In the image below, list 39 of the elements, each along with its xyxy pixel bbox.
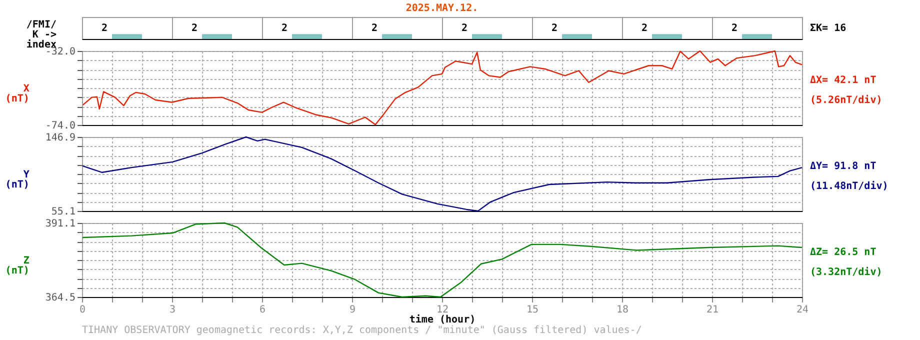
y-tick-label: -32.0 bbox=[45, 46, 76, 58]
x-tick-label: 21 bbox=[706, 304, 719, 316]
x-tick-label: 6 bbox=[259, 304, 266, 316]
text: TIHANY OBSERVATORY geomagnetic records: X,Y,Z components / "minute" (Gauss filtered) values-/ bbox=[82, 325, 642, 336]
x-tick-label: 18 bbox=[616, 304, 629, 316]
data-label: 2 bbox=[641, 23, 648, 34]
x-tick-label: 9 bbox=[349, 304, 356, 316]
y-tick-label: 55.1 bbox=[51, 206, 76, 218]
y-tick-label: 364.5 bbox=[45, 292, 76, 304]
y-tick-label: 391.1 bbox=[45, 218, 76, 230]
text: (11.48nT/div) bbox=[810, 180, 888, 192]
y-axis-title: X (nT) bbox=[5, 84, 30, 104]
line-series bbox=[82, 50, 803, 126]
x-axis-title: time (hour) bbox=[409, 314, 476, 326]
data-label: 2 bbox=[551, 23, 558, 34]
y-tick-label: 146.9 bbox=[45, 132, 76, 144]
text: (5.26nT/div) bbox=[810, 94, 882, 106]
y-axis-title: Z (nT) bbox=[5, 256, 30, 276]
data-label: 2 bbox=[191, 23, 198, 34]
text: ΣK= 16 bbox=[810, 23, 846, 34]
x-tick-label: 3 bbox=[169, 304, 176, 316]
line-series bbox=[82, 222, 803, 298]
data-label: 2 bbox=[281, 23, 288, 34]
data-label: 2 bbox=[101, 23, 108, 34]
data-label: 2 bbox=[371, 23, 378, 34]
x-tick-label: 24 bbox=[796, 304, 809, 316]
text: ΔY= 91.8 nT bbox=[810, 161, 876, 172]
line-series bbox=[82, 136, 803, 212]
y-axis-title: Y (nT) bbox=[5, 170, 30, 190]
text: ΔZ= 26.5 nT bbox=[810, 247, 876, 258]
text: (3.32nT/div) bbox=[810, 266, 882, 278]
data-label: 2 bbox=[461, 23, 468, 34]
x-tick-label: 0 bbox=[79, 304, 86, 316]
chart-title: 2025.MAY.12. bbox=[406, 3, 478, 14]
x-tick-label: 12 bbox=[436, 304, 449, 316]
y-tick-label: -74.0 bbox=[45, 120, 76, 132]
data-label: 2 bbox=[731, 23, 738, 34]
x-tick-label: 15 bbox=[526, 304, 539, 316]
text: ΔX= 42.1 nT bbox=[810, 75, 876, 86]
